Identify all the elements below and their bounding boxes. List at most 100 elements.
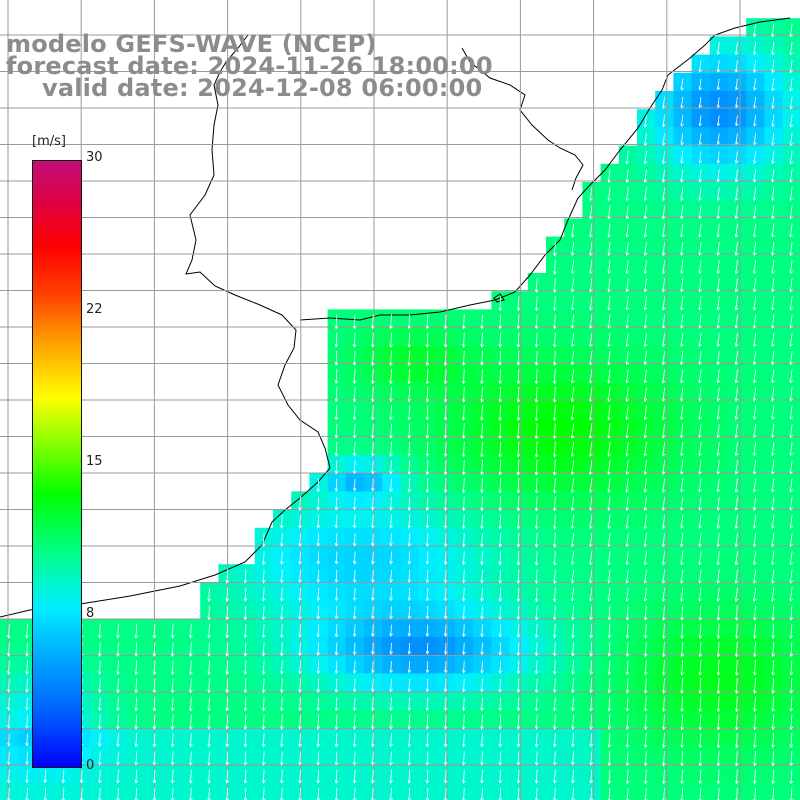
wind-arrow [680,605,685,621]
wind-arrow [443,423,448,439]
wind-arrow [225,714,230,730]
wind-arrow [771,60,775,74]
wind-arrow [553,278,557,294]
wind-arrow [462,751,466,766]
wind-arrow [662,133,666,146]
wind-cell [673,145,693,165]
wind-arrow [771,151,775,165]
wind-arrow [389,733,393,748]
wind-arrow [389,460,393,475]
wind-arrow [662,587,666,602]
wind-arrow [498,478,503,494]
wind-arrow [571,642,575,657]
wind-arrow [789,551,793,566]
wind-arrow [680,241,684,256]
wind-arrow [280,514,284,529]
wind-arrow [371,714,375,730]
wind-arrow [389,642,394,655]
wind-arrow [498,751,503,766]
wind-arrow [352,714,357,730]
wind-arrow [589,496,593,512]
wind-arrow [735,714,739,731]
wind-arrow [170,660,175,676]
wind-arrow [771,751,776,767]
wind-arrow [116,660,120,676]
wind-arrow [771,478,775,493]
wind-arrow [553,733,557,748]
wind-arrow [334,569,339,583]
wind-arrow [589,423,593,439]
wind-arrow [553,551,557,566]
wind-arrow [334,368,339,385]
wind-arrow [589,696,594,712]
wind-arrow [261,660,266,675]
wind-arrow [716,241,721,256]
wind-arrow [225,678,230,694]
wind-arrow [644,569,648,584]
wind-arrow [680,460,684,475]
wind-arrow [789,732,794,749]
wind-arrow [735,314,739,329]
wind-arrow [444,533,448,548]
wind-arrow [207,678,211,694]
wind-arrow [462,496,466,512]
wind-arrow [735,223,739,238]
wind-arrow [407,314,412,330]
wind-arrow [680,496,684,511]
wind-arrow [316,551,321,565]
wind-arrow [316,678,321,693]
wind-arrow [662,441,666,457]
wind-arrow [225,623,230,639]
wind-arrow [371,660,375,674]
wind-arrow [644,205,648,220]
wind-arrow [789,605,794,621]
wind-arrow [407,460,412,475]
wind-arrow [243,696,248,712]
wind-arrow [152,769,157,784]
wind-arrow [589,350,593,366]
wind-arrow [425,714,430,730]
wind-arrow [716,641,721,658]
wind-arrow [644,314,648,329]
wind-arrow [771,423,775,438]
wind-arrow [534,441,539,458]
wind-arrow [680,332,684,347]
wind-arrow [789,60,793,74]
wind-arrow [789,23,793,38]
wind-arrow [698,714,703,731]
wind-arrow [662,187,666,202]
wind-arrow [662,405,666,421]
wind-arrow [407,769,412,784]
wind-cell [655,109,674,128]
wind-arrow [662,314,666,329]
wind-arrow [644,660,648,676]
wind-arrow [625,332,630,348]
wind-arrow [443,387,448,403]
wind-arrow [170,714,175,730]
wind-arrow [625,369,630,384]
wind-arrow [644,514,648,530]
wind-arrow [334,696,339,712]
wind-arrow [716,260,721,275]
wind-arrow [789,678,794,694]
wind-arrow [425,459,430,476]
wind-arrow [735,478,739,493]
wind-arrow [644,296,648,311]
wind-arrow [735,169,739,183]
wind-arrow [662,678,666,694]
wind-arrow [789,169,793,183]
wind-arrow [444,642,448,655]
wind-arrow [243,733,248,748]
wind-arrow [789,260,793,275]
wind-arrow [298,587,302,602]
wind-arrow [516,587,521,602]
wind-arrow [498,678,503,693]
wind-arrow [589,187,593,202]
wind-arrow [334,587,339,602]
wind-arrow [644,751,648,767]
wind-arrow [534,332,539,348]
wind-arrow [534,314,539,330]
wind-arrow [352,332,357,348]
